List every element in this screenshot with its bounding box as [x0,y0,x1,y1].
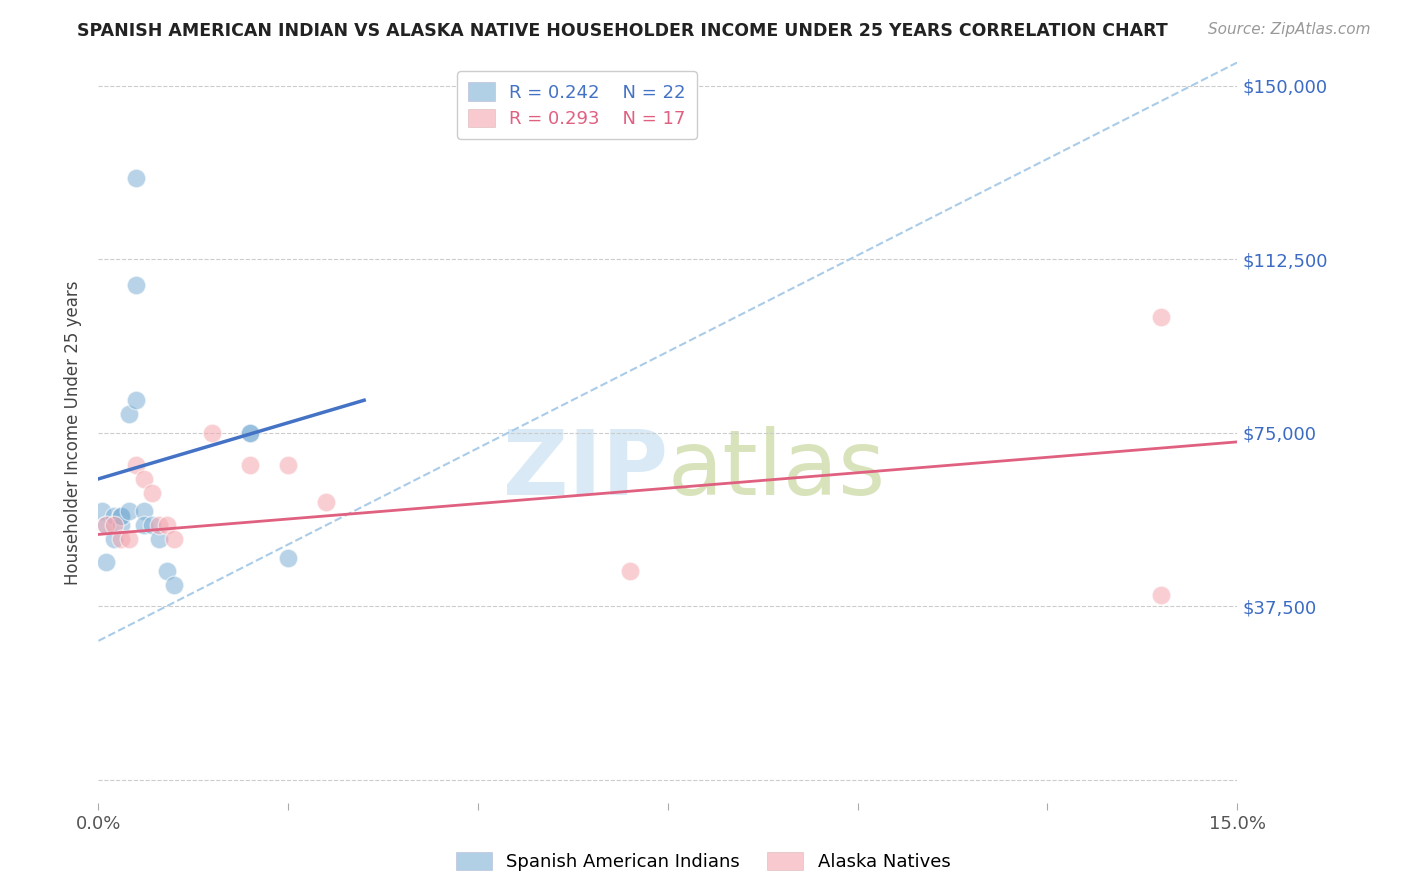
Point [110,508,132,523]
Point [156,565,179,579]
Y-axis label: Householder Income Under 25 years: Householder Income Under 25 years [65,280,83,585]
Point [125,171,148,186]
Point [132,472,155,486]
Point [148,518,170,533]
Point [156,518,179,533]
Point [103,532,125,546]
Point [125,458,148,472]
Point [141,518,163,533]
Point [141,485,163,500]
Point [277,458,299,472]
Point [163,578,186,592]
Point [132,518,155,533]
Point [239,425,262,440]
Point [125,393,148,408]
Point [201,425,224,440]
Point [619,565,641,579]
Point [1150,310,1173,324]
Point [163,532,186,546]
Point [94,518,117,533]
Point [94,518,117,533]
Point [110,518,132,533]
Point [110,508,132,523]
Point [125,277,148,292]
Point [103,508,125,523]
Text: Source: ZipAtlas.com: Source: ZipAtlas.com [1208,22,1371,37]
Point [110,532,132,546]
Legend: R = 0.242    N = 22, R = 0.293    N = 17: R = 0.242 N = 22, R = 0.293 N = 17 [457,71,696,139]
Point [132,504,155,518]
Point [277,550,299,565]
Point [315,495,337,509]
Legend: Spanish American Indians, Alaska Natives: Spanish American Indians, Alaska Natives [449,846,957,879]
Point [118,504,141,518]
Text: ZIP: ZIP [503,425,668,514]
Point [118,532,141,546]
Point [239,458,262,472]
Point [103,518,125,533]
Point [239,425,262,440]
Point [1150,588,1173,602]
Text: atlas: atlas [668,425,886,514]
Point [94,555,117,569]
Text: SPANISH AMERICAN INDIAN VS ALASKA NATIVE HOUSEHOLDER INCOME UNDER 25 YEARS CORRE: SPANISH AMERICAN INDIAN VS ALASKA NATIVE… [77,22,1168,40]
Point [118,407,141,421]
Point [148,532,170,546]
Point [91,504,114,518]
